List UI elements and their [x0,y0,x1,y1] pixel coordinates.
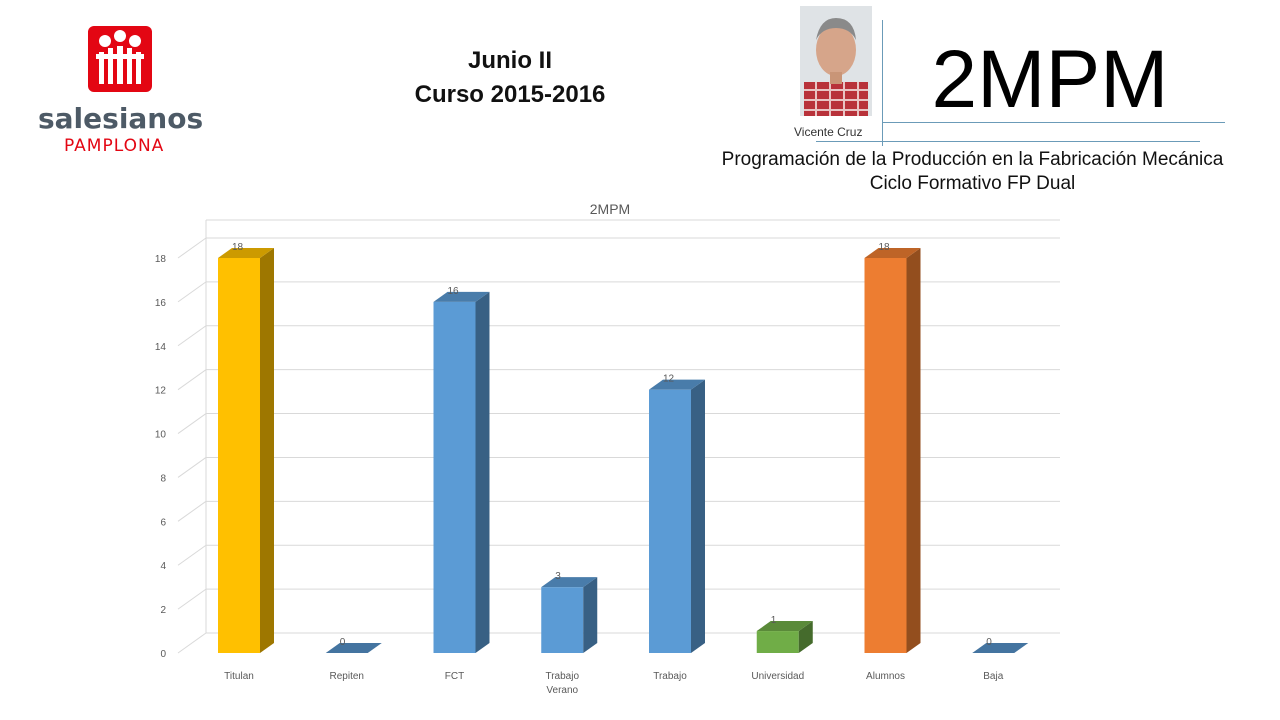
y-tick-label: 4 [160,561,166,572]
course-code: 2MPM [931,34,1169,125]
divider-horizontal [882,122,1225,123]
bar-front [541,587,584,653]
logo-city: PAMPLONA [64,136,165,156]
y-tick-label: 12 [155,386,167,397]
bar-side [260,248,274,653]
bar-side [475,291,490,653]
page-title: Junio II Curso 2015-2016 [360,44,660,112]
bar-side [583,577,598,653]
x-tick-label: Verano [546,685,578,696]
data-label: 18 [879,242,891,253]
grid-diagonal [177,632,207,654]
grid-diagonal [177,325,207,347]
bar-front [756,631,799,653]
grid-diagonal [177,369,207,391]
bar-front [649,389,691,653]
bar-front [864,258,907,653]
bar-front [218,258,260,653]
title-line-1: Junio II [468,47,552,74]
bar-top [864,248,921,258]
data-label: 0 [986,637,992,648]
data-label: 12 [663,374,675,385]
x-tick-label: FCT [445,671,464,682]
y-tick-label: 0 [160,649,166,660]
bar-side [691,379,705,653]
data-label: 3 [555,571,561,582]
title-line-2: Curso 2015-2016 [414,81,606,108]
subtitle-line-2: Ciclo Formativo FP Dual [869,173,1076,194]
y-tick-label: 2 [160,605,166,616]
bar-front [433,301,476,653]
salesianos-logo: salesianos PAMPLONA [38,26,208,161]
y-tick-label: 18 [155,254,167,265]
data-label: 18 [232,242,244,253]
bar-flat [325,643,382,653]
data-label: 16 [448,286,460,297]
bar-flat [972,643,1029,653]
y-tick-label: 16 [155,298,167,309]
y-tick-label: 6 [160,517,166,528]
y-tick-label: 10 [155,430,167,441]
course-description: Programación de la Producción en la Fabr… [680,148,1265,196]
bar-top [756,621,813,632]
divider-vertical [882,20,883,146]
chart-title: 2MPM [590,201,630,217]
logo-emblem-icon [88,26,152,92]
divider-horizontal-lower [816,141,1200,142]
x-tick-label: Repiten [330,671,364,682]
x-tick-label: Universidad [751,671,804,682]
bar-side [798,621,813,653]
subtitle-line-1: Programación de la Producción en la Fabr… [721,149,1224,170]
grid-diagonal [177,544,207,566]
teacher-photo [800,6,872,116]
grid-diagonal [177,500,207,522]
data-label: 0 [340,637,346,648]
grid-diagonal [177,237,207,259]
y-tick-label: 14 [155,342,167,353]
grid-diagonal [177,588,207,610]
bar-chart: 2MPM 0 2 4 6 8 10 12 14 16 18 18 Titulan 0 Repiten 16 FC… [130,196,1060,706]
grid-diagonal [177,281,207,303]
bar-top [433,291,490,302]
logo-wordmark: salesianos [38,102,204,135]
grid-diagonal [177,457,207,478]
y-tick-label: 8 [160,473,166,484]
x-tick-label: Titulan [224,671,254,682]
chart-svg: 2MPM02468101214161818Titulan0Repiten16FC… [155,201,1060,696]
x-tick-label: Trabajo [653,671,687,682]
bar-side [906,248,921,653]
data-label: 1 [771,615,777,626]
x-tick-label: Baja [983,671,1003,682]
bar-top [541,577,598,588]
bar-top [218,248,274,258]
photo-caption: Vicente Cruz [794,125,863,139]
grid-diagonal [177,413,207,434]
bar-top [649,379,705,390]
x-tick-label: Trabajo [545,671,579,682]
x-tick-label: Alumnos [866,671,905,682]
